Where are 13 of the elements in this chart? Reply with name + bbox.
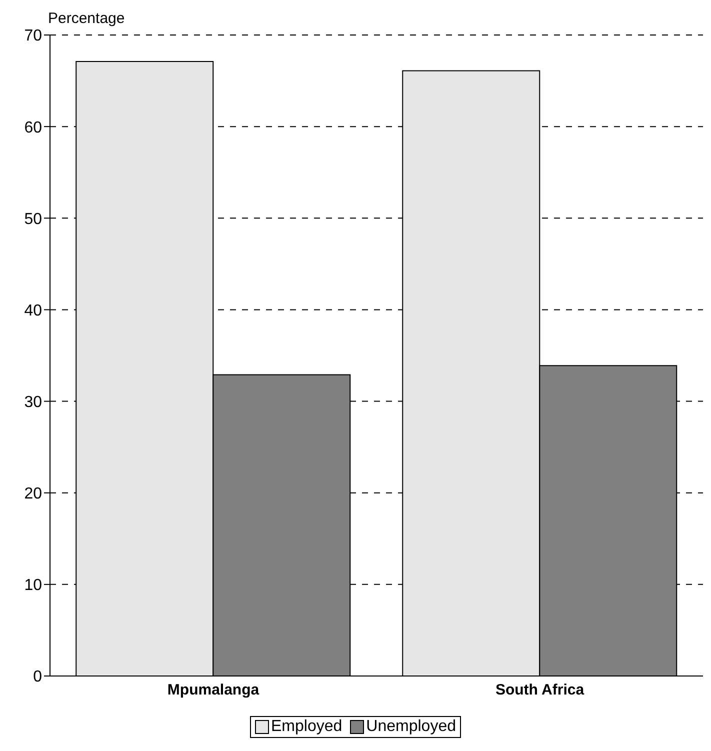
x-tick-label: Mpumalanga: [167, 682, 260, 699]
y-tick-label: 60: [24, 119, 42, 136]
y-tick-label: 0: [33, 668, 42, 686]
x-tick-label: South Africa: [495, 682, 585, 699]
legend-label: Unemployed: [365, 718, 456, 736]
y-tick-label: 40: [24, 302, 42, 320]
legend-label: Employed: [270, 718, 342, 736]
y-axis-title: Percentage: [48, 10, 125, 27]
y-tick-label: 20: [24, 486, 42, 503]
y-tick-label: 30: [24, 394, 42, 411]
y-tick-label: 70: [24, 28, 42, 45]
y-tick-label: 10: [24, 577, 42, 594]
y-tick-label: 50: [24, 210, 42, 228]
